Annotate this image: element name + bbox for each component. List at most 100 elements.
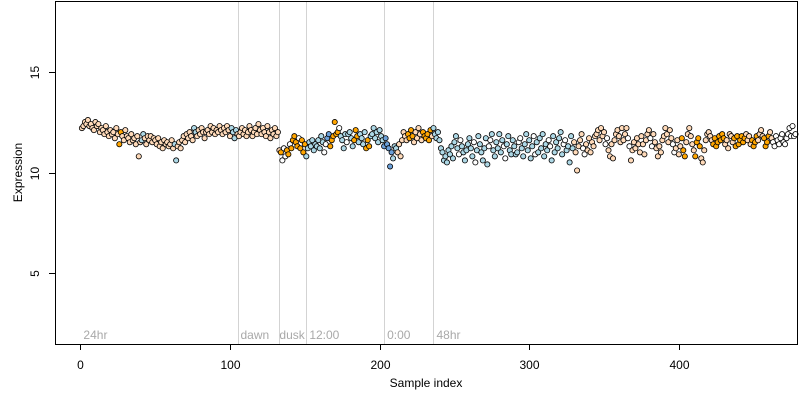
data-point <box>792 131 799 138</box>
data-point <box>623 125 630 132</box>
data-point <box>511 143 518 150</box>
data-point <box>372 135 379 142</box>
data-point <box>638 133 645 140</box>
data-point <box>336 125 343 132</box>
data-point <box>343 139 350 146</box>
data-point <box>458 143 465 150</box>
data-point <box>666 127 673 134</box>
data-point <box>277 149 284 156</box>
y-tick-label: 5 <box>28 270 42 277</box>
data-point <box>574 167 581 174</box>
data-point <box>255 121 262 128</box>
data-point <box>267 135 274 142</box>
data-point <box>472 159 479 166</box>
data-point <box>557 129 564 136</box>
data-point <box>701 147 708 154</box>
data-point <box>173 157 180 164</box>
data-point <box>520 153 527 160</box>
data-point <box>177 145 184 152</box>
data-point <box>388 149 395 156</box>
data-point <box>364 137 371 144</box>
x-axis-label: Sample index <box>390 376 463 390</box>
data-point <box>699 159 706 166</box>
data-point <box>122 127 129 134</box>
data-point <box>300 149 307 156</box>
data-point <box>425 137 432 144</box>
data-point <box>621 131 628 138</box>
data-point <box>723 137 730 144</box>
data-point <box>411 139 418 146</box>
data-point <box>545 137 552 144</box>
data-point <box>434 129 441 136</box>
data-point <box>687 133 694 140</box>
data-point <box>509 137 516 144</box>
data-point <box>639 141 646 148</box>
data-point <box>497 149 504 156</box>
data-point <box>764 139 771 146</box>
data-point <box>767 129 774 136</box>
data-point <box>782 141 789 148</box>
data-point <box>346 129 353 136</box>
data-point <box>331 119 338 126</box>
data-point <box>559 151 566 158</box>
region-label: dawn <box>241 328 270 342</box>
data-point <box>690 147 697 154</box>
data-point <box>527 155 534 162</box>
data-point <box>274 129 281 136</box>
data-point <box>523 131 530 138</box>
x-tick-label: 300 <box>519 358 539 372</box>
data-point <box>544 147 551 154</box>
data-point <box>385 145 392 152</box>
data-point <box>615 133 622 140</box>
region-labels: 24hr dawn dusk 12:00 0:00 48hr <box>83 328 460 342</box>
data-point <box>641 151 648 158</box>
data-point <box>476 141 483 148</box>
data-point <box>650 131 657 138</box>
data-point <box>530 133 537 140</box>
data-point <box>488 131 495 138</box>
data-point <box>524 147 531 154</box>
data-point <box>499 137 506 144</box>
data-point <box>583 141 590 148</box>
data-point <box>457 137 464 144</box>
region-label: dusk <box>279 328 305 342</box>
data-point <box>654 153 661 160</box>
data-point <box>327 143 334 150</box>
data-point <box>502 155 509 162</box>
data-point <box>358 135 365 142</box>
data-point <box>608 141 615 148</box>
data-point <box>517 135 524 142</box>
data-point <box>487 137 494 144</box>
data-point <box>572 149 579 156</box>
data-point <box>529 143 536 150</box>
data-point <box>470 139 477 146</box>
data-point <box>581 151 588 158</box>
boundary-lines <box>238 1 434 344</box>
y-axis: 5 10 15 <box>28 66 56 277</box>
data-point <box>604 135 611 142</box>
x-tick-label: 400 <box>669 358 689 372</box>
data-point <box>566 159 573 166</box>
data-point <box>134 133 141 140</box>
data-point <box>514 149 521 156</box>
data-point <box>562 137 569 144</box>
region-label: 48hr <box>436 328 460 342</box>
data-point <box>656 143 663 150</box>
data-point <box>443 159 450 166</box>
data-point <box>518 145 525 152</box>
x-tick-label: 100 <box>220 358 240 372</box>
data-point <box>396 141 403 148</box>
data-point <box>288 145 295 152</box>
data-point <box>554 145 561 152</box>
data-points <box>78 117 799 174</box>
data-point <box>632 145 639 152</box>
data-point <box>448 143 455 150</box>
data-point <box>95 121 102 128</box>
data-point <box>376 127 383 134</box>
data-point <box>611 137 618 144</box>
data-point <box>310 147 317 154</box>
data-point <box>168 137 175 144</box>
data-point <box>321 149 328 156</box>
data-point <box>568 133 575 140</box>
data-point <box>578 131 585 138</box>
